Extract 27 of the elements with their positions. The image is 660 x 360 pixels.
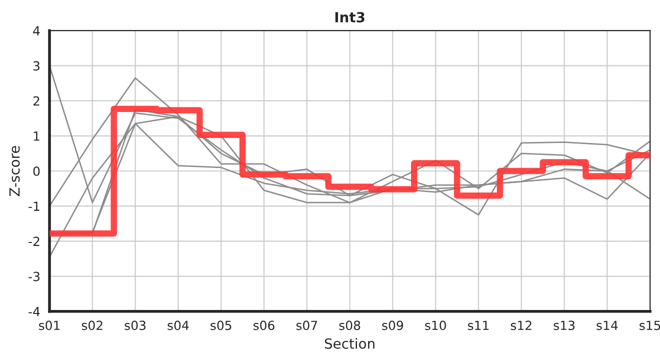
x-tick-label: s08 xyxy=(339,320,360,330)
x-tick-label: s13 xyxy=(554,320,575,330)
chart-title: Int3 xyxy=(335,12,364,22)
x-tick-label: s03 xyxy=(124,320,146,330)
x-tick-label: s12 xyxy=(510,320,532,330)
x-tick-label: s09 xyxy=(382,320,404,330)
y-axis-title: Z-score xyxy=(9,146,20,196)
x-tick-label: s01 xyxy=(38,320,60,330)
x-tick-label: s06 xyxy=(253,320,274,330)
y-tick-label: 0 xyxy=(33,166,40,176)
x-tick-label: s11 xyxy=(468,320,489,330)
y-tick-label: 1 xyxy=(34,132,40,141)
x-tick-label: s05 xyxy=(210,320,232,330)
y-tick-label: 4 xyxy=(33,26,40,36)
y-tick-label: 2 xyxy=(33,96,40,106)
y-tick-label: 3 xyxy=(33,61,40,71)
x-tick-label: s04 xyxy=(168,320,189,330)
x-axis-title: Section xyxy=(324,338,374,349)
x-tick-label: s07 xyxy=(296,320,318,330)
x-tick-label: s02 xyxy=(82,320,102,330)
y-tick-label: -1 xyxy=(28,202,40,211)
x-tick-label: s14 xyxy=(596,320,618,330)
x-tick-label: s15 xyxy=(640,320,660,330)
x-tick-label: s10 xyxy=(425,320,446,330)
y-tick-label: -2 xyxy=(28,236,40,246)
y-tick-label: -3 xyxy=(28,272,40,282)
y-tick-label: -4 xyxy=(28,307,40,316)
